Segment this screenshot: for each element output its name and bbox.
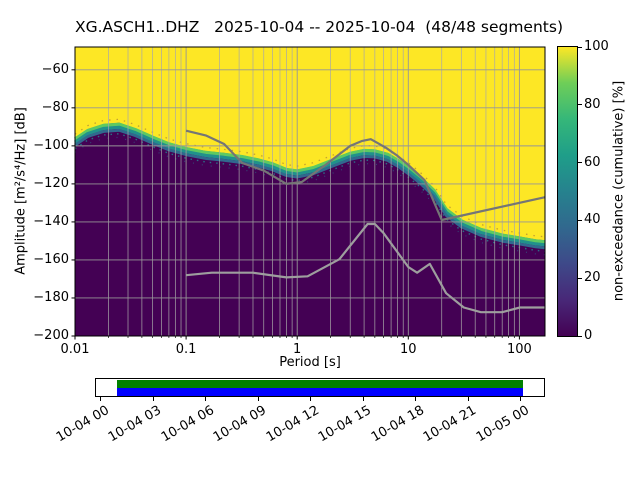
timeline-tick	[415, 397, 416, 401]
colorbar-tick	[578, 104, 582, 106]
low-noise-model-line	[185, 222, 545, 314]
colorbar-tick	[578, 277, 582, 279]
y-tick-label: −60	[41, 61, 69, 77]
y-tick-label: −80	[41, 99, 69, 115]
timeline-tick	[257, 397, 259, 401]
y-axis-label: Amplitude [m²/s⁴/Hz] [dB]	[13, 107, 29, 275]
timeline-tick-label: 10-04 15	[315, 403, 374, 446]
x-tick-label: 1	[293, 342, 302, 357]
high-noise-model-line	[185, 129, 546, 222]
timeline-tick	[467, 397, 469, 401]
x-tick-label: 0.01	[60, 342, 90, 357]
y-tick-label: −120	[33, 175, 69, 191]
colorbar-tick-label: 40	[584, 212, 601, 228]
colorbar-tick-label: 20	[584, 270, 601, 286]
timeline-tick-label: 10-04 12	[263, 403, 322, 446]
y-tick-label: −100	[33, 137, 69, 153]
timeline-tick	[205, 397, 206, 401]
x-tick-label: 0.1	[175, 342, 197, 357]
timeline-tick	[100, 397, 101, 401]
timeline-tick-label: 10-04 09	[210, 403, 269, 446]
x-tick-label: 10	[400, 342, 417, 357]
coverage-times-fill	[117, 387, 523, 396]
distribution-transition-band	[74, 128, 546, 250]
timeline-tick-label: 10-04 03	[105, 403, 164, 446]
y-tick-label: −160	[33, 251, 69, 267]
timeline-tick-label: 10-04 00	[53, 403, 112, 446]
colorbar	[557, 46, 578, 337]
axes-frame	[74, 46, 546, 337]
colorbar-tick-label: 60	[584, 154, 601, 170]
timeline-tick	[152, 397, 154, 401]
coverage-data-fill	[117, 379, 523, 388]
y-tick-label: −180	[33, 289, 69, 305]
ppsd-plot-area	[71, 46, 546, 340]
timeline-tick	[310, 397, 311, 401]
colorbar-tick-label: 80	[584, 96, 601, 112]
colorbar-tick-label: 100	[584, 39, 609, 54]
timeline-tick-label: 10-04 21	[420, 403, 479, 446]
y-tick-label: −200	[33, 328, 69, 343]
timeline-tick	[362, 397, 364, 401]
plot-title: XG.ASCH1..DHZ 2025-10-04 -- 2025-10-04 (…	[75, 18, 563, 36]
colorbar-label: non-exceedance (cumulative) [%]	[611, 80, 627, 302]
high-percentile-region	[75, 47, 545, 241]
x-axis-label: Period [s]	[279, 355, 341, 370]
timeline-tick-label: 10-05 00	[473, 403, 532, 446]
x-tick-label: 100	[506, 342, 532, 357]
colorbar-tick	[578, 162, 582, 164]
timeline-tick-label: 10-04 18	[368, 403, 427, 446]
timeline-tick-label: 10-04 06	[158, 403, 217, 446]
y-tick-label: −140	[33, 213, 69, 229]
colorbar-tick	[578, 335, 582, 337]
colorbar-tick	[578, 219, 582, 221]
timeline-tick	[520, 397, 521, 401]
colorbar-tick-label: 0	[584, 328, 593, 343]
colorbar-tick	[578, 46, 582, 48]
distribution-transition-band	[74, 122, 546, 244]
